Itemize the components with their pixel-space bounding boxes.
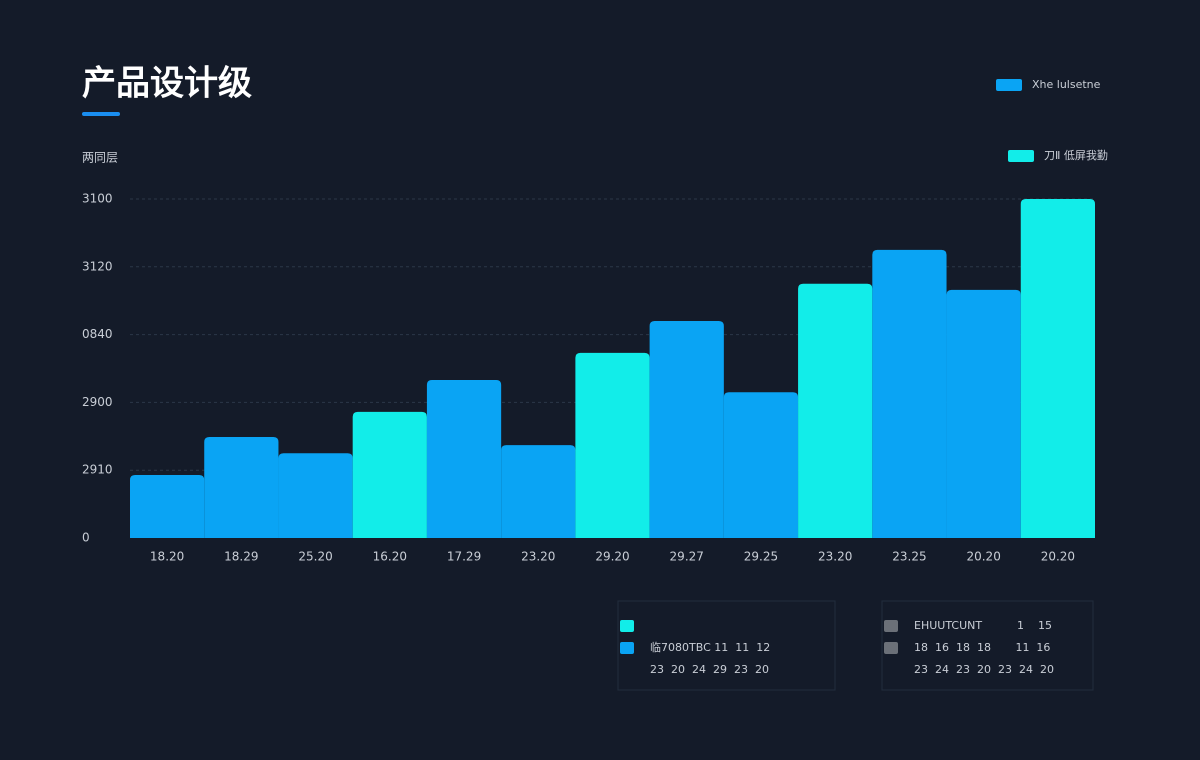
panel-swatch [620, 620, 634, 632]
bar [872, 249, 947, 538]
bar [649, 321, 724, 538]
panel-text: 23 24 23 20 23 24 20 [914, 663, 1054, 676]
bar [501, 445, 576, 538]
panel-swatch [620, 642, 634, 654]
title-underline [82, 112, 120, 116]
y-tick-label: 3120 [82, 259, 113, 273]
y-tick-label: 2910 [82, 463, 113, 477]
legend-label: Xhe lulsetne [1032, 78, 1101, 91]
x-tick-label: 17.29 [447, 550, 481, 564]
bar [130, 474, 205, 538]
y-tick-label: 0840 [82, 327, 113, 341]
bar [204, 436, 279, 538]
legend-swatch [1008, 150, 1034, 162]
bar [723, 392, 799, 538]
panel-swatch [884, 620, 898, 632]
panel-text: 临7080TBC 11 11 12 [650, 640, 770, 654]
x-tick-label: 29.27 [670, 550, 704, 564]
x-tick-label: 29.20 [595, 550, 629, 564]
panel-box [881, 600, 1094, 691]
x-tick-label: 20.20 [966, 550, 1000, 564]
bar [352, 411, 427, 538]
bar [946, 289, 1021, 538]
panel-swatch [884, 642, 898, 654]
legend-label: 刀Ⅱ 低屏我勤 [1044, 149, 1108, 162]
y-axis-label: 两同层 [82, 151, 118, 165]
chart-title: 产品设计级 [82, 64, 252, 104]
y-tick-label: 2900 [82, 395, 113, 409]
y-tick-label: 3100 [82, 192, 113, 206]
bar [798, 283, 873, 538]
x-tick-label: 23.20 [521, 550, 555, 564]
x-tick-label: 23.20 [818, 550, 852, 564]
y-tick-label: 0 [82, 531, 90, 545]
x-tick-label: 25.20 [298, 550, 332, 564]
x-tick-label: 20.20 [1041, 550, 1075, 564]
bar [426, 380, 502, 538]
x-tick-label: 18.20 [150, 550, 184, 564]
x-tick-label: 18.29 [224, 550, 258, 564]
panel-text: 18 16 18 18 11 16 [914, 641, 1050, 654]
bar [575, 352, 650, 538]
x-tick-label: 29.25 [744, 550, 778, 564]
x-tick-label: 23.25 [892, 550, 926, 564]
panel-text: 23 20 24 29 23 20 [650, 663, 769, 676]
panel-text: EHUUTCUNT 1 15 [914, 619, 1052, 632]
x-tick-label: 16.20 [373, 550, 407, 564]
panel-box [617, 600, 836, 691]
bar [278, 453, 353, 538]
legend-swatch [996, 79, 1022, 91]
bar [1020, 199, 1095, 538]
